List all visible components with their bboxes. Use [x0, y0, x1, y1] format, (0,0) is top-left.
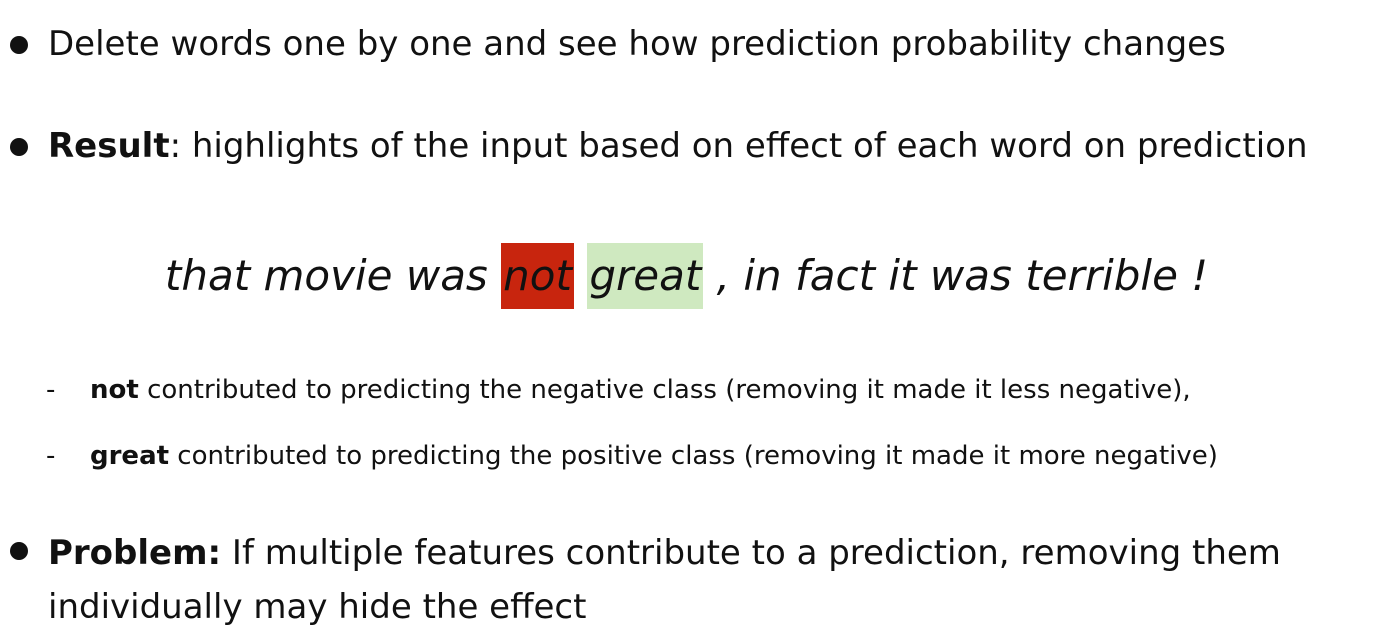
highlight-negative-word: not — [501, 243, 574, 309]
bullet-text: Result: highlights of the input based on… — [48, 120, 1308, 172]
bullet-bold-label: Problem: — [48, 533, 222, 573]
bullet-text: Problem: If multiple features contribute… — [48, 526, 1338, 634]
sub-bullet-text: contributed to predicting the positive c… — [169, 441, 1218, 471]
bullet-dot-icon — [10, 542, 28, 560]
sub-bullet-text: contributed to predicting the negative c… — [138, 375, 1191, 405]
sub-bullet-bold-word: not — [90, 375, 139, 405]
sub-bullet-great: - great contributed to predicting the pos… — [46, 436, 1218, 476]
example-sentence: that movie was not great , in fact it wa… — [0, 236, 1373, 316]
example-after: , in fact it was terrible ! — [703, 251, 1209, 300]
bullet-body: : highlights of the input based on effec… — [169, 126, 1308, 166]
highlight-positive-word: great — [587, 243, 704, 309]
bullet-dot-icon — [10, 36, 28, 54]
sub-bullet-not: - not contributed to predicting the negat… — [46, 370, 1191, 410]
bullet-text: Delete words one by one and see how pred… — [48, 24, 1226, 64]
sub-bullet-bold-word: great — [90, 441, 170, 471]
dash-marker: - — [46, 441, 56, 471]
dash-marker: - — [46, 375, 56, 405]
bullet-bold-label: Result — [48, 126, 170, 166]
bullet-body: If multiple features contribute to a pre… — [48, 533, 1281, 627]
example-before: that movie was — [164, 251, 502, 300]
bullet-dot-icon — [10, 138, 28, 156]
